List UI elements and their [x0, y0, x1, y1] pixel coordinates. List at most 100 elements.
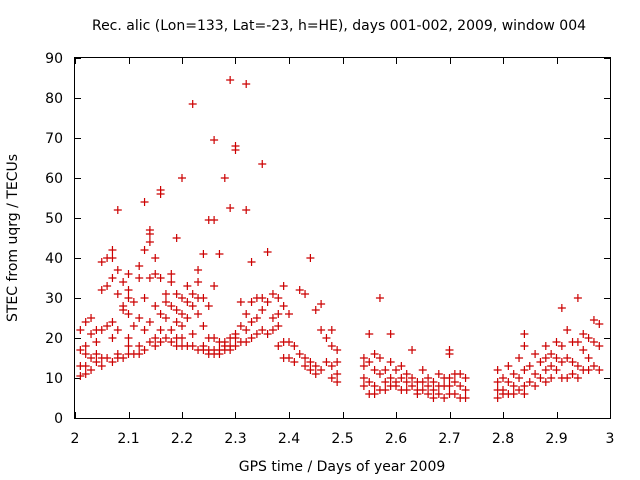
data-point — [306, 358, 315, 366]
data-point — [231, 146, 240, 154]
data-point — [456, 382, 465, 390]
data-point — [402, 370, 411, 378]
data-point — [536, 374, 545, 382]
data-point — [226, 204, 235, 212]
data-point — [92, 358, 101, 366]
data-point — [124, 286, 133, 294]
data-point — [311, 370, 320, 378]
data-point — [188, 100, 197, 108]
data-point — [397, 362, 406, 370]
data-point — [285, 338, 293, 346]
x-tick-label: 2.9 — [545, 431, 567, 447]
data-point — [242, 310, 251, 318]
data-point — [445, 374, 454, 382]
data-point — [151, 254, 160, 262]
data-point — [563, 374, 572, 382]
data-point — [274, 342, 283, 350]
data-point — [584, 334, 593, 342]
data-point — [456, 370, 465, 378]
data-point — [76, 346, 85, 354]
data-point — [172, 234, 181, 242]
data-point — [392, 366, 400, 374]
chart-title: Rec. alic (Lon=133, Lat=-23, h=HE), days… — [92, 18, 586, 34]
data-point — [520, 382, 529, 390]
data-point — [113, 206, 122, 214]
data-point — [509, 390, 518, 398]
data-point — [552, 338, 561, 346]
data-point — [199, 250, 208, 258]
data-point — [151, 334, 160, 342]
data-point — [199, 322, 208, 330]
data-point — [552, 354, 561, 362]
data-point — [178, 294, 186, 302]
data-point — [156, 310, 165, 318]
data-point — [263, 248, 272, 256]
data-point — [113, 350, 122, 358]
data-point — [87, 366, 96, 374]
y-tick-label: 20 — [45, 331, 63, 347]
data-point — [108, 334, 117, 342]
data-point — [172, 306, 181, 314]
data-point — [365, 358, 374, 366]
data-point — [135, 274, 144, 282]
data-point — [333, 358, 342, 366]
data-point — [183, 314, 192, 322]
data-point — [87, 314, 96, 322]
data-point — [188, 302, 197, 310]
x-tick-label: 2 — [71, 431, 80, 447]
data-point — [531, 382, 540, 390]
data-point — [220, 174, 229, 182]
data-point — [268, 314, 277, 322]
data-point — [92, 338, 101, 346]
data-point — [97, 362, 106, 370]
data-point — [301, 290, 310, 298]
data-point — [322, 358, 331, 366]
data-point — [210, 282, 219, 290]
data-point — [445, 350, 454, 358]
data-point — [124, 294, 133, 302]
data-point — [113, 266, 122, 274]
data-point — [493, 378, 502, 386]
data-point — [317, 300, 326, 308]
data-point — [520, 342, 529, 350]
data-point — [274, 322, 283, 330]
data-point — [103, 282, 112, 290]
data-point — [424, 390, 433, 398]
data-point — [370, 390, 379, 398]
data-point — [135, 350, 144, 358]
data-point — [359, 382, 368, 390]
data-point — [359, 362, 368, 370]
data-point — [557, 304, 566, 312]
data-point — [231, 334, 240, 342]
data-point — [172, 318, 181, 326]
data-point — [429, 386, 438, 394]
data-point — [375, 370, 384, 378]
y-axis-label: STEC from uqrg / TECUs — [5, 154, 21, 322]
data-point — [589, 338, 598, 346]
data-point — [178, 334, 186, 342]
data-point — [370, 382, 379, 390]
data-point — [418, 386, 427, 394]
data-point — [247, 334, 256, 342]
data-point — [547, 350, 556, 358]
data-point — [584, 354, 593, 362]
data-point — [151, 270, 160, 278]
data-point — [327, 326, 336, 334]
data-point — [408, 346, 417, 354]
data-point — [226, 346, 235, 354]
data-point — [359, 374, 368, 382]
y-tick-label: 30 — [45, 291, 63, 307]
x-tick-label: 2.2 — [171, 431, 193, 447]
data-point — [509, 370, 518, 378]
x-tick-label: 2.4 — [278, 431, 300, 447]
data-point — [140, 326, 149, 334]
data-point — [188, 290, 197, 298]
data-point — [541, 378, 550, 386]
data-point — [295, 350, 304, 358]
data-point — [589, 362, 598, 370]
data-point — [97, 326, 106, 334]
data-point — [108, 274, 117, 282]
data-point — [381, 366, 390, 374]
data-point — [418, 378, 427, 386]
data-point — [509, 382, 518, 390]
